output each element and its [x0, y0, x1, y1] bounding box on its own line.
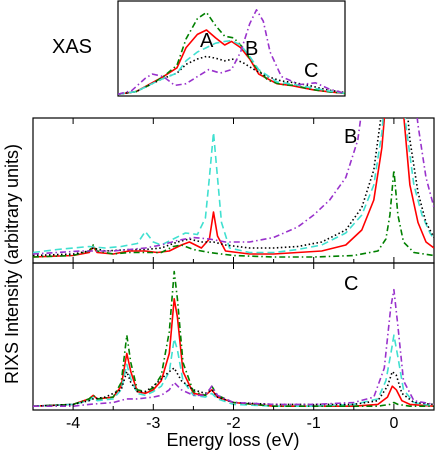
xas-frame [117, 0, 346, 97]
xas-annotation-a: A [200, 30, 214, 52]
panel-b-series-3 [33, 118, 434, 257]
x-tick-label: -4 [66, 415, 80, 432]
panel-c-series-0 [33, 298, 434, 407]
x-tick-label: -3 [146, 415, 160, 432]
panel-b-label: B [344, 126, 357, 148]
panel-b-series-2 [33, 169, 434, 258]
panel-c-curves [33, 270, 434, 407]
xas-series-3 [118, 39, 345, 95]
rixs-panel-c: C [32, 262, 435, 411]
xas-panel: XAS A B C [52, 0, 346, 97]
panel-b-frame [32, 117, 435, 264]
panel-b-series-4 [33, 118, 434, 255]
panel-c-series-3 [33, 367, 434, 407]
x-tick-label: 0 [389, 415, 398, 432]
panel-b-series-1 [33, 118, 434, 254]
y-axis-label: RIXS Intensity (arbitrary units) [2, 144, 22, 384]
rixs-panel-b: B [32, 117, 435, 264]
panel-b-curves [33, 118, 434, 258]
x-tick-label: -1 [307, 415, 321, 432]
xas-annotation-c: C [304, 60, 318, 82]
xas-annotation-b: B [245, 38, 258, 60]
x-tick-label: -2 [226, 415, 240, 432]
x-axis-label: Energy loss (eV) [166, 430, 299, 450]
panel-c-frame [32, 262, 435, 411]
x-tick-labels: -4 -3 -2 -1 0 [66, 415, 398, 432]
xas-series-4 [118, 9, 345, 95]
panel-c-series-1 [33, 334, 434, 407]
panel-c-series-2 [33, 270, 434, 407]
panel-b-ticks [72, 118, 435, 263]
xas-title: XAS [52, 36, 92, 58]
panel-c-ticks [72, 263, 435, 410]
panel-b-series-0 [33, 118, 434, 258]
panel-c-series-4 [33, 288, 434, 407]
xas-series-0 [118, 29, 345, 95]
xas-curves [118, 9, 345, 95]
panel-c-label: C [344, 273, 358, 295]
